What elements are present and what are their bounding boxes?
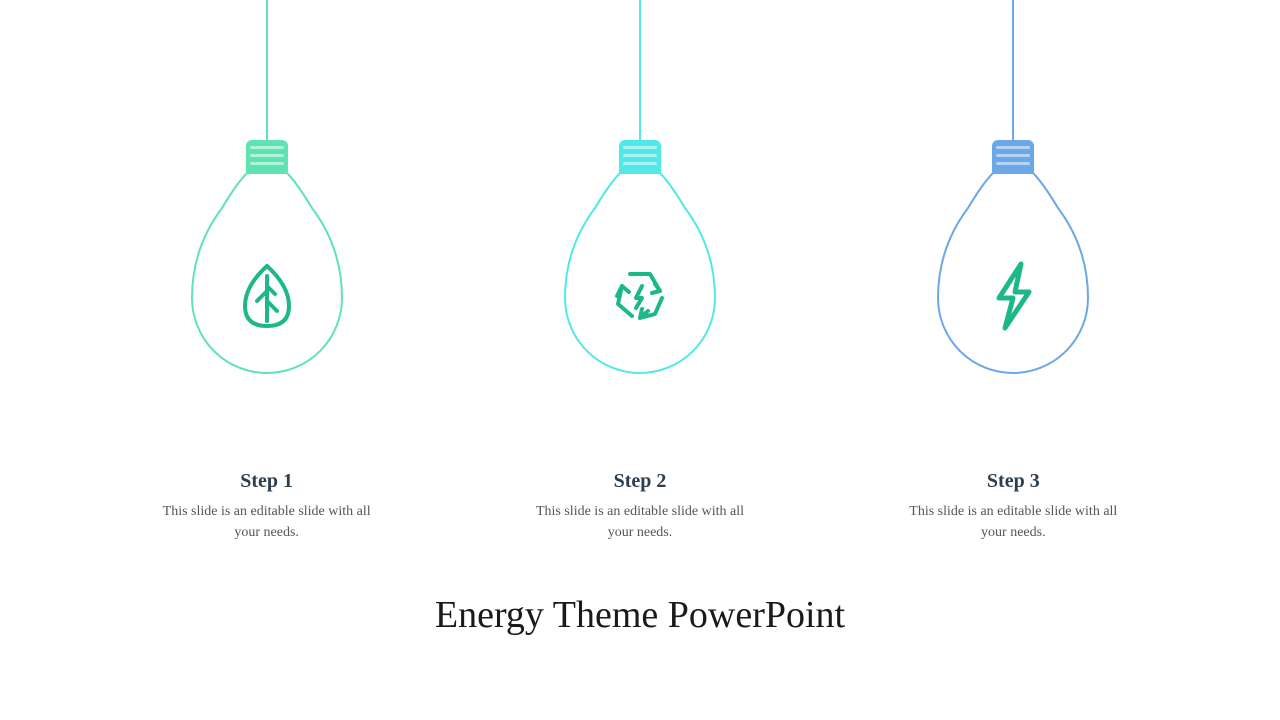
label-unit-1: Step 1 This slide is an editable slide w… — [117, 470, 417, 543]
step-title-2: Step 2 — [490, 470, 790, 493]
cord-3 — [1012, 0, 1014, 140]
bolt-icon — [973, 256, 1053, 336]
bulb-2 — [535, 168, 745, 408]
bulb-unit-1 — [117, 0, 417, 408]
bulb-unit-2 — [490, 0, 790, 408]
cord-2 — [639, 0, 641, 140]
step-desc-2: This slide is an editable slide with all… — [490, 501, 790, 543]
socket-2 — [619, 140, 661, 172]
step-title-3: Step 3 — [863, 470, 1163, 493]
cord-1 — [266, 0, 268, 140]
recycle-bolt-icon — [600, 256, 680, 336]
main-title: Energy Theme PowerPoint — [0, 593, 1280, 637]
bulbs-row — [0, 0, 1280, 450]
socket-3 — [992, 140, 1034, 172]
leaf-icon — [227, 256, 307, 336]
step-title-1: Step 1 — [117, 470, 417, 493]
bulb-unit-3 — [863, 0, 1163, 408]
step-desc-3: This slide is an editable slide with all… — [863, 501, 1163, 543]
step-desc-1: This slide is an editable slide with all… — [117, 501, 417, 543]
bulb-1 — [162, 168, 372, 408]
label-unit-2: Step 2 This slide is an editable slide w… — [490, 470, 790, 543]
label-unit-3: Step 3 This slide is an editable slide w… — [863, 470, 1163, 543]
labels-row: Step 1 This slide is an editable slide w… — [0, 470, 1280, 543]
bulb-3 — [908, 168, 1118, 408]
socket-1 — [246, 140, 288, 172]
